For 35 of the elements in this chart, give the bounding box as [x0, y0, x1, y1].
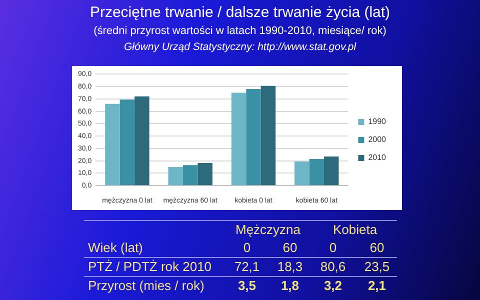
bar: [198, 162, 212, 186]
bar: [246, 89, 261, 186]
text: 3,2: [322, 278, 344, 293]
bar: [309, 158, 324, 186]
bar: [231, 92, 246, 186]
legend-label: 1990: [368, 117, 387, 126]
chart-subtitle: (średni przyrost wartości w latach 1990-2010, miesiące/ rok): [92, 25, 388, 37]
text: 60: [282, 240, 298, 255]
text: Mężczyzna: [234, 222, 302, 237]
text: 23,5: [363, 259, 391, 274]
text: 72,1: [233, 259, 261, 274]
text: 0: [242, 240, 252, 255]
text: 3,5: [236, 278, 258, 293]
text: Przyrost (mies / rok): [88, 278, 204, 293]
text: 1,8: [280, 278, 300, 293]
text: 0: [328, 240, 338, 255]
text: 80,6: [319, 259, 347, 274]
legend-label: 2010: [368, 153, 387, 162]
text: 60: [368, 240, 386, 255]
bar: [260, 86, 276, 186]
text: Wiek (lat): [88, 240, 143, 255]
text: Kobieta: [332, 222, 378, 237]
bar: [294, 161, 310, 186]
text: PTŻ / PDTŻ rok 2010: [88, 259, 212, 274]
chart-title: Przeciętne trwanie / dalsze trwanie życia (lat): [88, 4, 392, 21]
bar: [134, 96, 150, 186]
bar: [182, 165, 198, 186]
text: Główny Urząd Statystyczny: http://www.stat.gov.pl: [122, 41, 358, 53]
bar: [168, 167, 183, 186]
bar: [120, 100, 135, 186]
bar: [105, 104, 120, 186]
legend-label: 2000: [368, 135, 387, 144]
text: 18,3: [276, 259, 304, 274]
text: 2,1: [366, 278, 388, 293]
bar: [324, 156, 339, 186]
